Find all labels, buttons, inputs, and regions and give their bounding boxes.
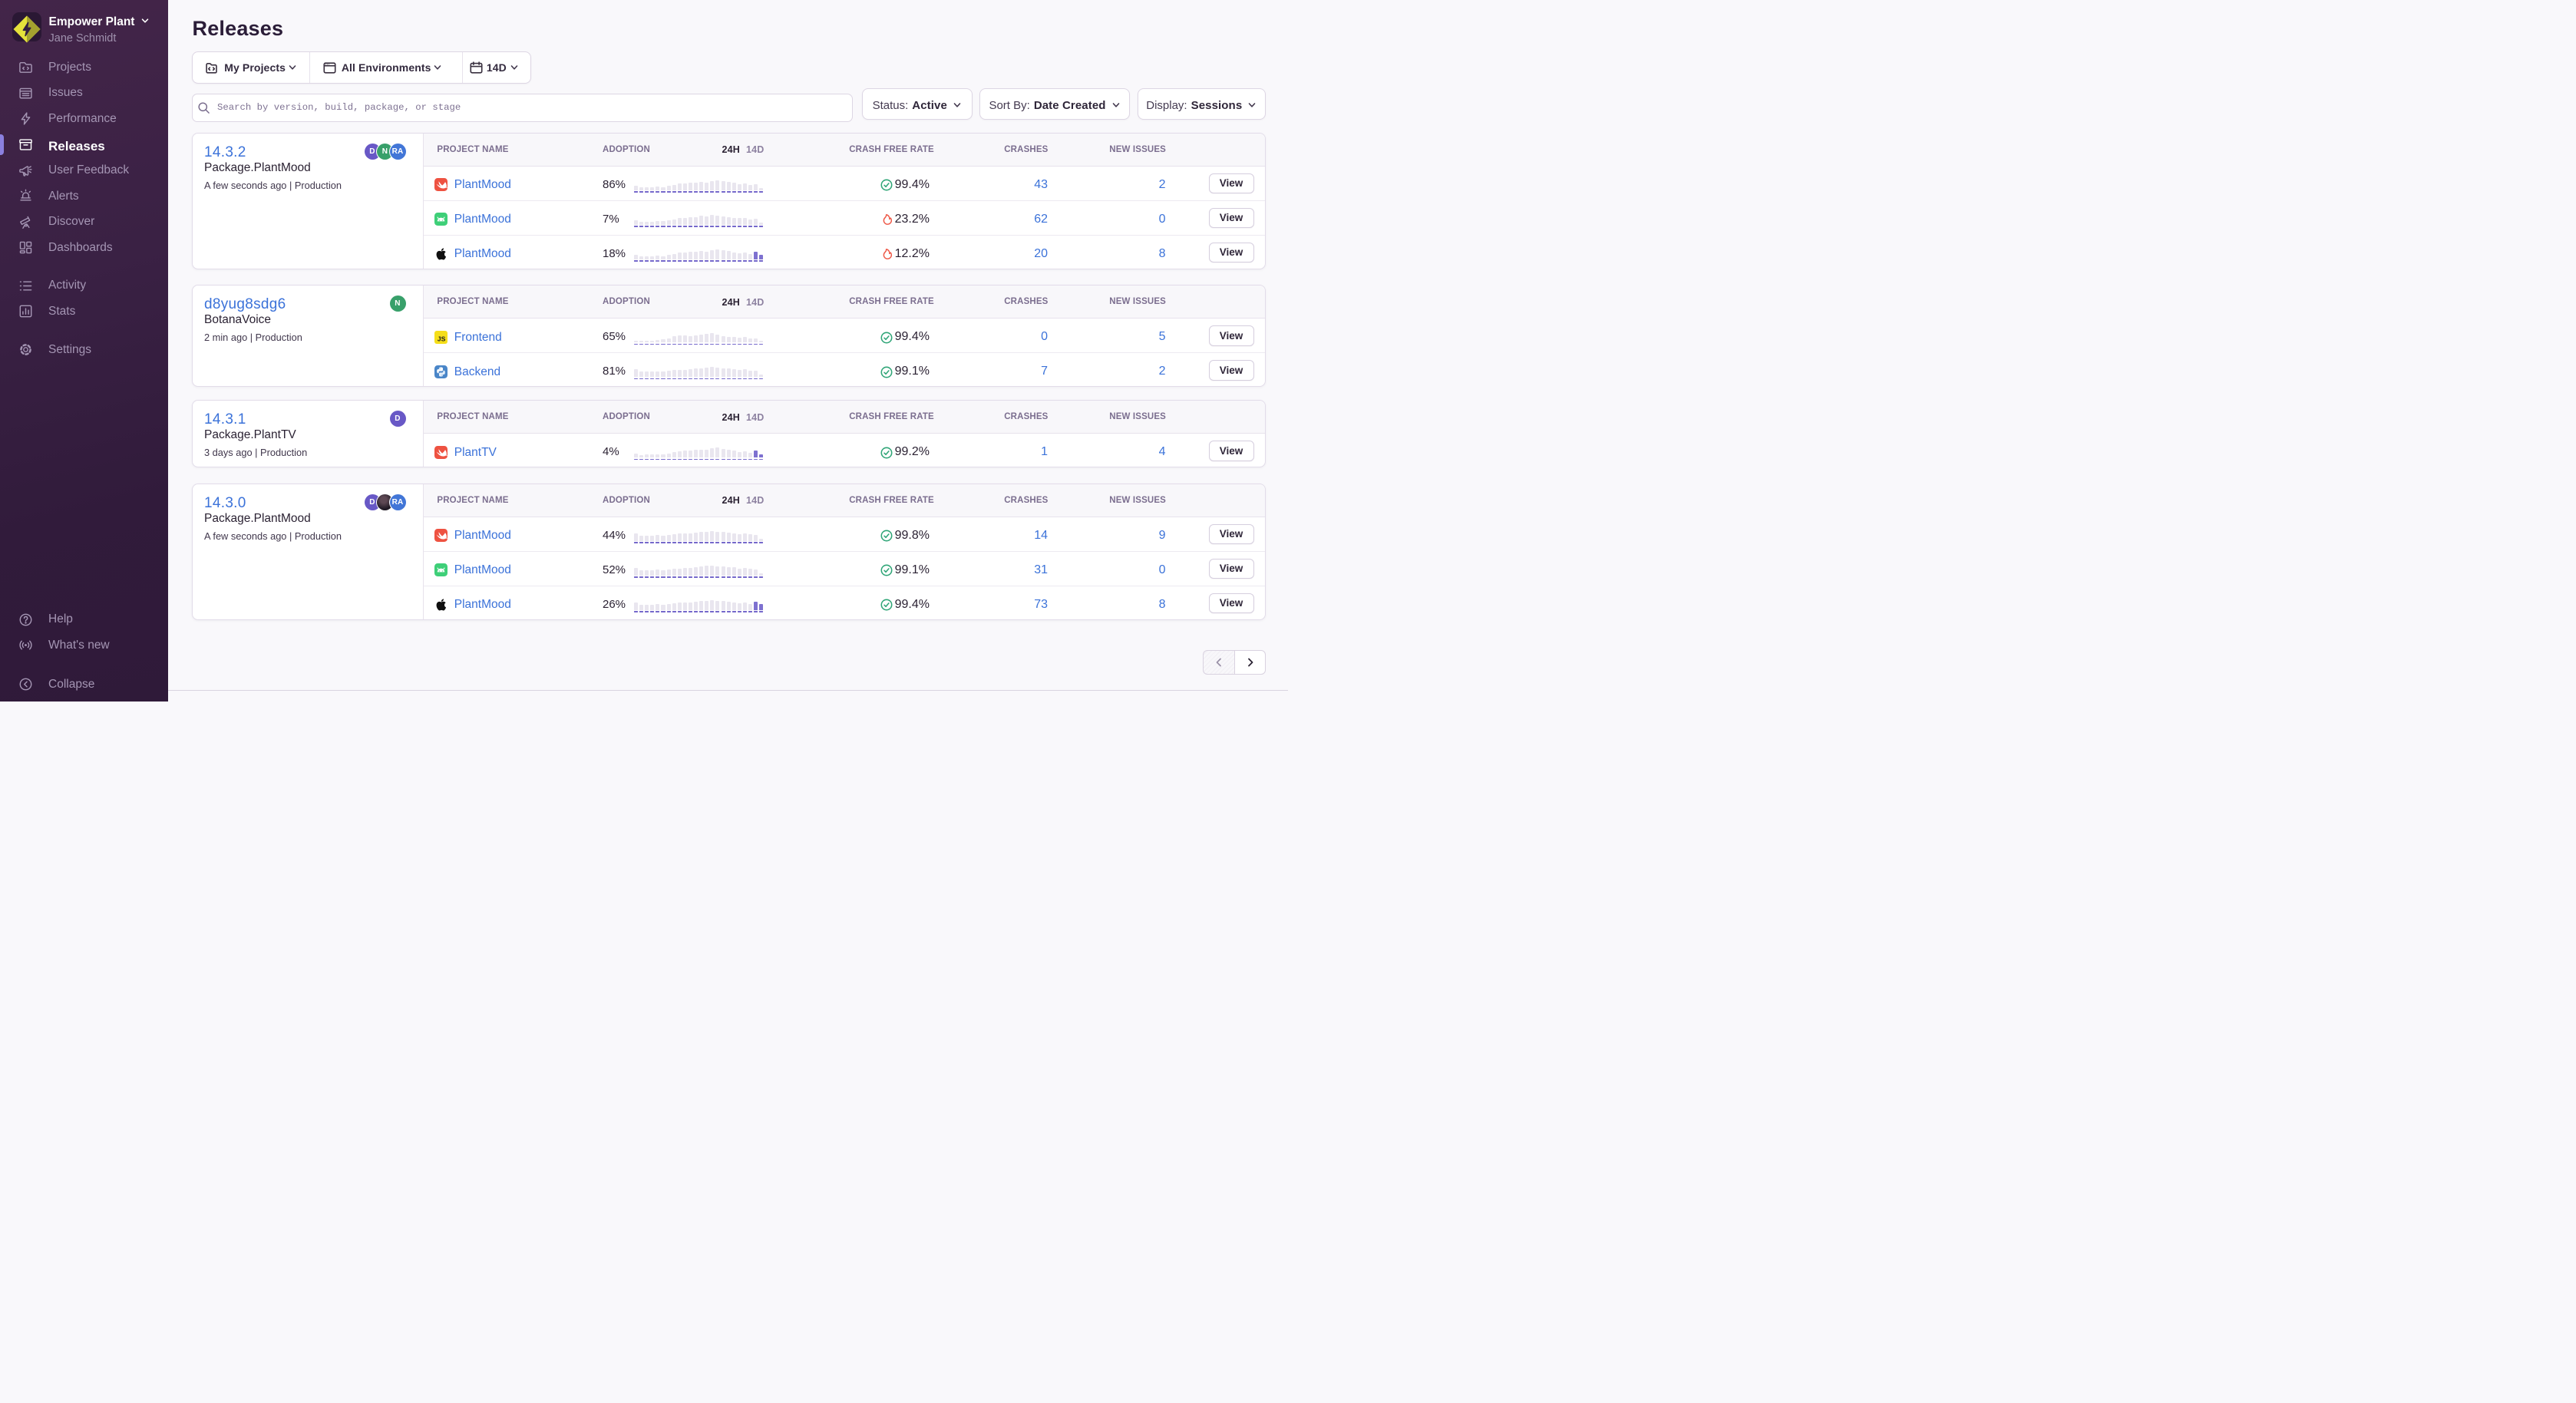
svg-text:JS: JS: [438, 335, 446, 342]
